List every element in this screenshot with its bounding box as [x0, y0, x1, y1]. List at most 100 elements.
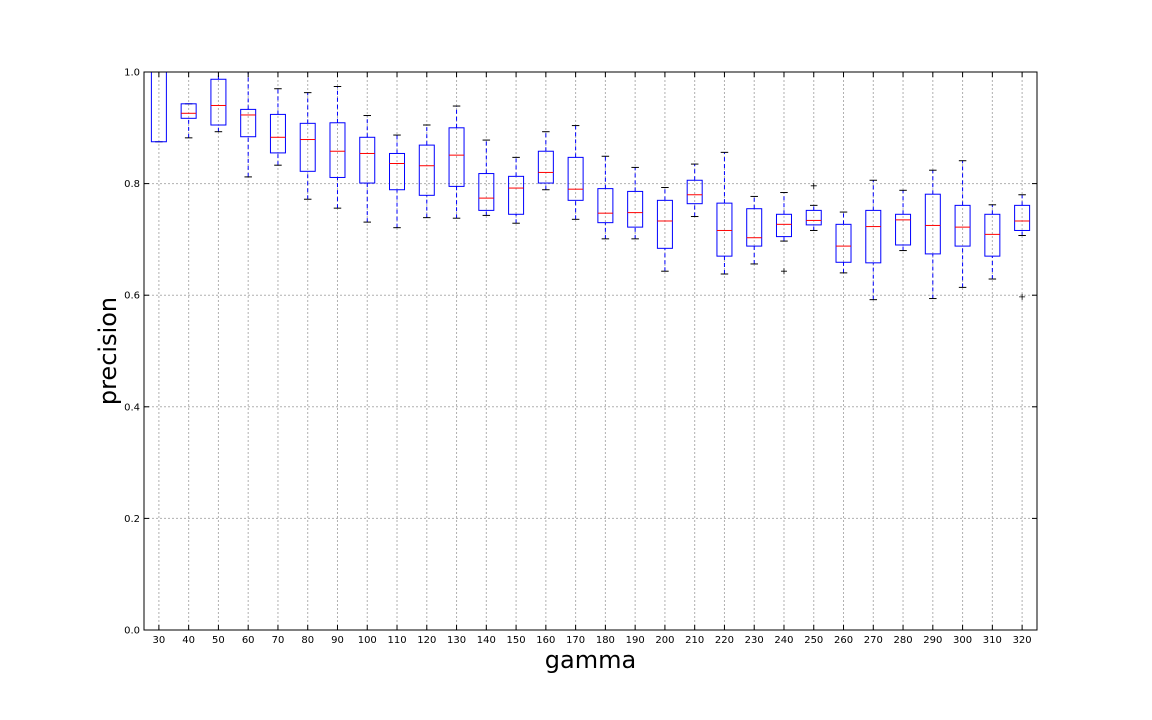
- box-iqr: [150, 71, 167, 143]
- y-tick-label: 1.0: [124, 68, 140, 79]
- box-240: [775, 192, 792, 275]
- x-tick-label: 140: [477, 635, 496, 646]
- x-tick-label: 260: [834, 635, 853, 646]
- box-iqr: [537, 150, 554, 184]
- box-iqr: [389, 152, 406, 191]
- box-180: [597, 155, 614, 240]
- y-tick-label: 0.0: [124, 626, 140, 637]
- outlier-marker: [1019, 293, 1026, 300]
- box-190: [627, 166, 644, 240]
- box-iqr: [895, 213, 912, 246]
- box-100: [359, 115, 376, 223]
- x-tick-label: 70: [272, 635, 285, 646]
- outlier-marker: [810, 182, 817, 189]
- x-tick-label: 280: [894, 635, 913, 646]
- box-300: [954, 160, 971, 288]
- box-iqr: [448, 127, 465, 187]
- x-tick-label: 100: [358, 635, 377, 646]
- x-tick-label: 110: [387, 635, 406, 646]
- box-260: [835, 211, 852, 274]
- box-40: [180, 103, 197, 139]
- box-iqr: [418, 144, 435, 196]
- box-270: [865, 179, 882, 301]
- y-axis-label: precision: [94, 297, 122, 405]
- box-iqr: [329, 122, 346, 178]
- x-tick-label: 270: [864, 635, 883, 646]
- plot-area-frame: [143, 71, 1038, 631]
- box-280: [895, 189, 912, 252]
- box-iqr: [954, 204, 971, 247]
- box-iqr: [746, 208, 763, 247]
- x-tick-label: 120: [417, 635, 436, 646]
- box-iqr: [805, 209, 822, 226]
- x-tick-label: 180: [596, 635, 615, 646]
- box-120: [418, 124, 435, 219]
- grid-lines: [144, 71, 1037, 631]
- outlier-marker: [780, 268, 787, 275]
- box-iqr: [567, 156, 584, 201]
- x-tick-label: 40: [182, 635, 195, 646]
- box-iqr: [269, 113, 286, 154]
- box-iqr: [627, 190, 644, 228]
- box-iqr: [775, 213, 792, 238]
- x-tick-label: 300: [953, 635, 972, 646]
- y-tick-label: 0.2: [124, 514, 140, 525]
- box-110: [389, 134, 406, 229]
- box-90: [329, 86, 346, 209]
- box-30: [150, 71, 167, 143]
- x-tick-label: 80: [301, 635, 314, 646]
- y-tick-label: 0.6: [124, 291, 140, 302]
- box-iqr: [656, 199, 673, 249]
- box-iqr: [865, 209, 882, 264]
- box-50: [210, 71, 227, 133]
- box-iqr: [1014, 204, 1031, 231]
- y-tick-label: 0.4: [124, 402, 140, 413]
- y-tick-label: 0.8: [124, 179, 140, 190]
- box-iqr: [180, 103, 197, 119]
- box-iqr: [240, 108, 257, 138]
- box-iqr: [478, 173, 495, 211]
- x-tick-label: 90: [331, 635, 344, 646]
- box-160: [537, 131, 554, 191]
- x-tick-label: 240: [774, 635, 793, 646]
- x-tick-label: 130: [447, 635, 466, 646]
- box-iqr: [210, 78, 227, 126]
- box-150: [508, 156, 525, 224]
- box-iqr: [508, 175, 525, 215]
- box-310: [984, 204, 1001, 280]
- box-80: [299, 92, 316, 200]
- box-320: [1014, 194, 1031, 300]
- x-tick-label: 190: [626, 635, 645, 646]
- box-230: [746, 195, 763, 265]
- box-iqr: [716, 202, 733, 257]
- x-tick-label: 200: [655, 635, 674, 646]
- x-tick-label: 210: [685, 635, 704, 646]
- x-tick-label: 160: [536, 635, 555, 646]
- boxes-layer: [150, 71, 1031, 301]
- x-tick-label: 170: [566, 635, 585, 646]
- box-70: [269, 88, 286, 166]
- box-iqr: [924, 193, 941, 255]
- x-tick-label: 220: [715, 635, 734, 646]
- x-tick-label: 310: [983, 635, 1002, 646]
- box-250: [805, 182, 822, 231]
- x-tick-label: 60: [242, 635, 255, 646]
- box-iqr: [597, 188, 614, 224]
- box-iqr: [299, 122, 316, 172]
- box-290: [924, 169, 941, 300]
- x-tick-label: 320: [1013, 635, 1032, 646]
- box-200: [656, 187, 673, 272]
- box-220: [716, 151, 733, 275]
- box-130: [448, 105, 465, 219]
- x-tick-label: 230: [745, 635, 764, 646]
- box-170: [567, 125, 584, 220]
- ticks-layer: 0.0 0.2 0.4 0.6 0.8 1.0 30 40 50 60 70 80 90 100 110 12…: [124, 68, 1037, 646]
- x-tick-label: 290: [923, 635, 942, 646]
- box-210: [686, 163, 703, 218]
- x-axis-label: gamma: [545, 646, 636, 674]
- x-tick-label: 50: [212, 635, 225, 646]
- box-iqr: [984, 213, 1001, 257]
- x-tick-label: 150: [507, 635, 526, 646]
- x-tick-label: 30: [153, 635, 166, 646]
